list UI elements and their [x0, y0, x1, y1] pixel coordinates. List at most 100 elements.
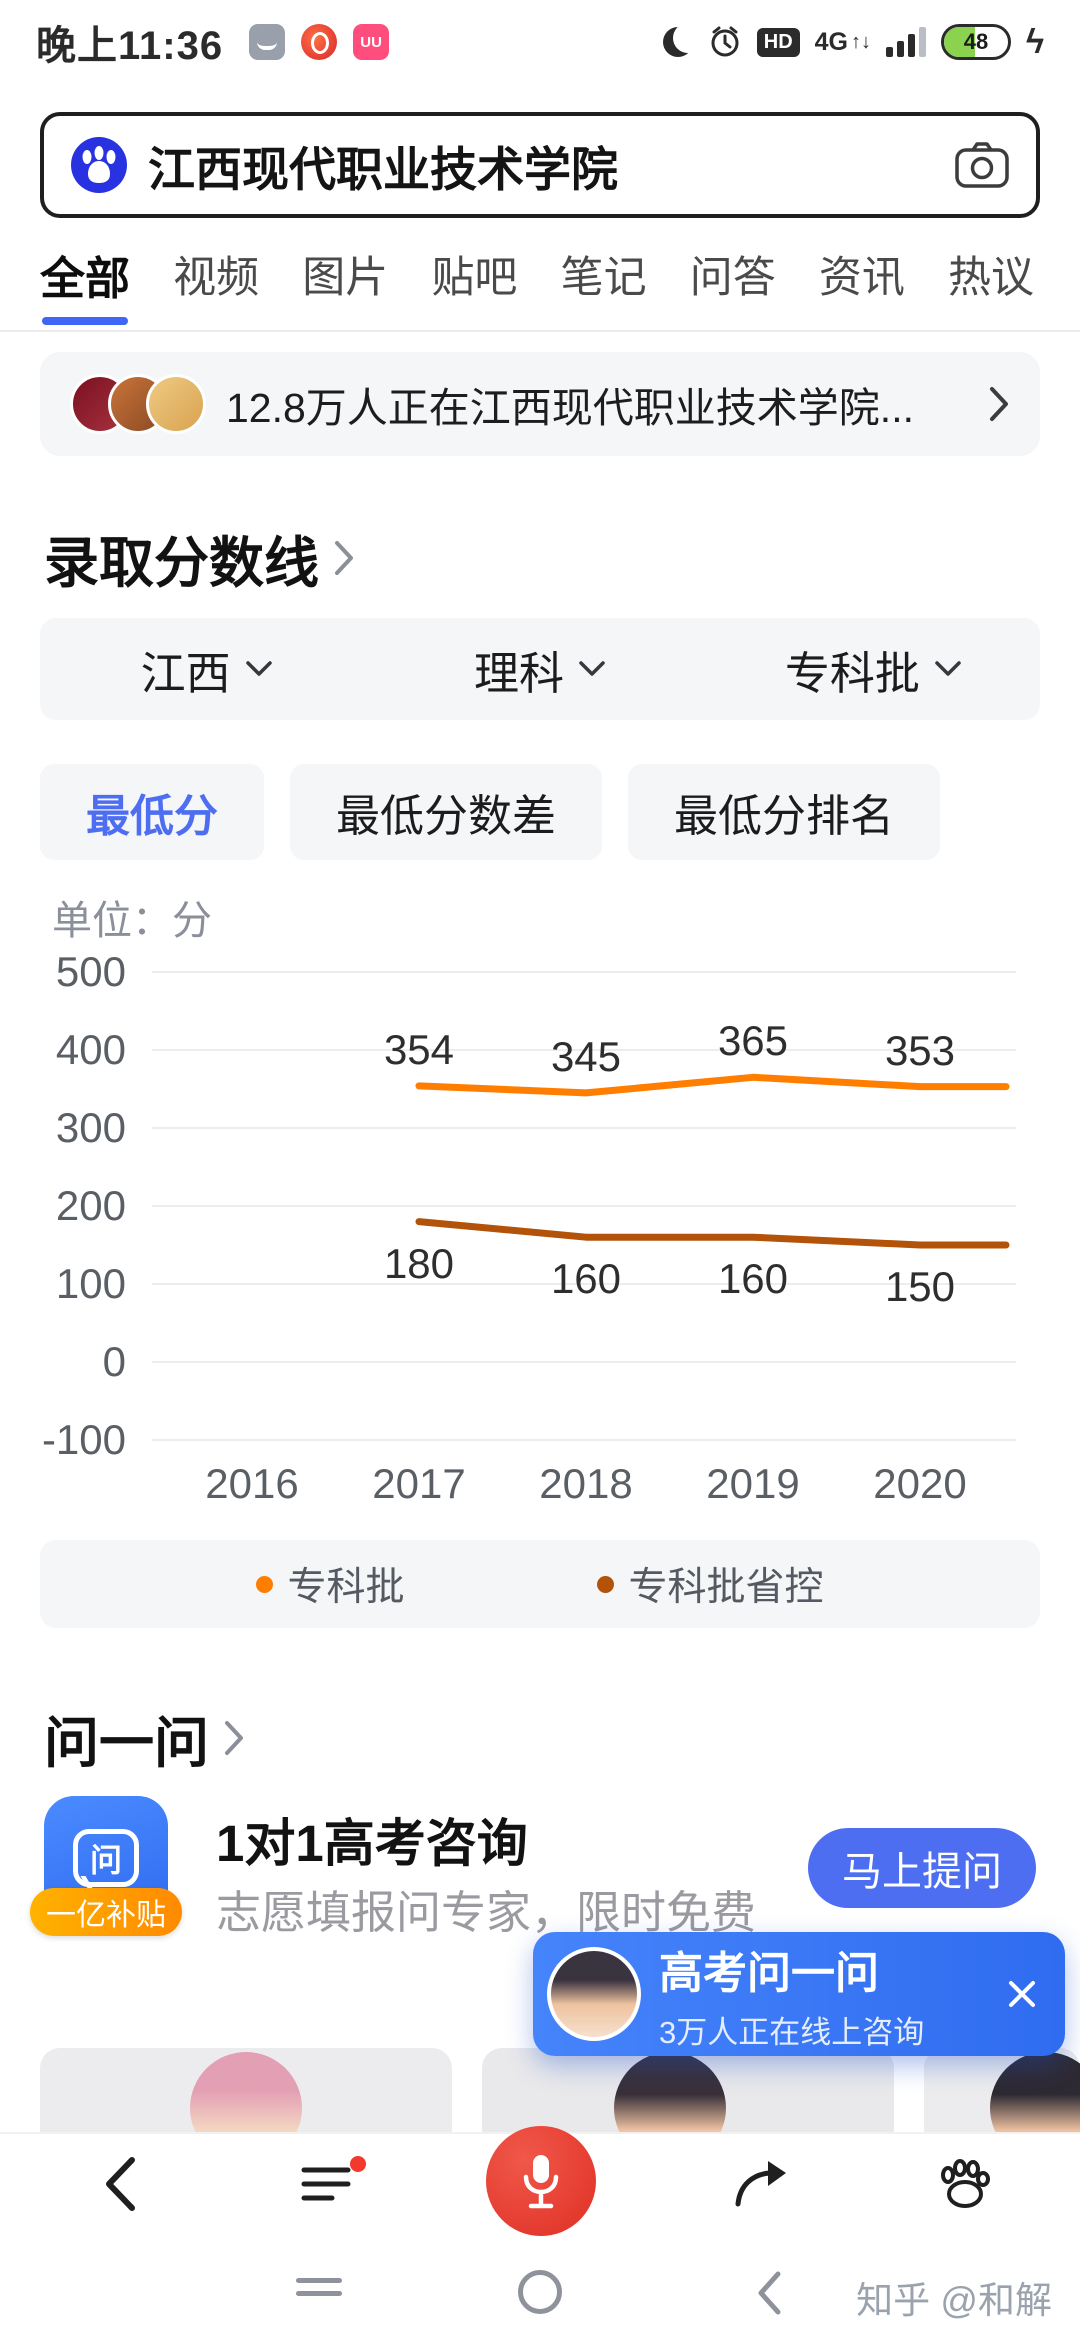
- recents-icon[interactable]: [296, 2270, 342, 2304]
- avatar-stack: [70, 374, 206, 434]
- gridline: [152, 1049, 1016, 1051]
- data-point-label: 150: [884, 1263, 956, 1310]
- x-axis-tick-label: 2019: [706, 1460, 800, 1507]
- alarm-clock-icon: [711, 26, 739, 57]
- status-bar: 晚上11:36 UU HD 4G ↑↓ 48 ϟ: [0, 0, 1080, 84]
- gridline: [152, 1361, 1016, 1363]
- filter-subject-dropdown[interactable]: 理科: [373, 637, 706, 702]
- consultant-avatar: [547, 1947, 641, 2041]
- toggle-min-score-diff[interactable]: 最低分数差: [290, 764, 602, 860]
- feed-menu-icon[interactable]: [280, 2134, 380, 2234]
- chart-lines: [415, 1073, 1010, 1249]
- watermark: 知乎 @和解: [856, 2280, 1052, 2321]
- avatar: [146, 374, 206, 434]
- system-nav-bar: [0, 2234, 1080, 2340]
- ask-section-header[interactable]: 问一问: [44, 1698, 245, 1778]
- crowd-banner[interactable]: 12.8万人正在江西现代职业技术学院...: [40, 352, 1040, 456]
- baidu-paw-icon[interactable]: [915, 2134, 1015, 2234]
- result-tabs: 全部 视频 图片 贴吧 笔记 问答 资讯 热议: [0, 240, 1080, 325]
- voice-search-button[interactable]: [486, 2126, 596, 2236]
- battery-percent: 48: [963, 29, 989, 54]
- app-notification-icon-2: [301, 24, 338, 60]
- y-axis-tick-label: 400: [55, 1026, 126, 1073]
- legend-item-batch: 专科批: [256, 1556, 405, 1612]
- score-section-header[interactable]: 录取分数线: [44, 518, 355, 598]
- tab-tieba[interactable]: 贴吧: [431, 254, 518, 302]
- gridline: [152, 1283, 1016, 1285]
- gridline: [152, 971, 1016, 973]
- legend-dot: [256, 1575, 274, 1593]
- system-back-icon[interactable]: [756, 2270, 782, 2321]
- x-axis-tick-label: 2017: [372, 1460, 466, 1507]
- gridline: [152, 1205, 1016, 1207]
- battery-icon: 48: [941, 24, 1011, 60]
- y-axis-tick-label: 500: [55, 948, 126, 995]
- app-notification-icon-3: UU: [353, 24, 390, 60]
- chevron-down-icon: [579, 661, 605, 676]
- expert-card[interactable]: [924, 2048, 1080, 2132]
- mic-icon: [523, 2155, 559, 2209]
- gridline: [152, 1127, 1016, 1129]
- section-title-text: 录取分数线: [44, 532, 320, 594]
- filter-bar: 江西 理科 专科批: [40, 618, 1040, 720]
- expert-avatar: [990, 2052, 1080, 2132]
- data-point-label: 354: [383, 1025, 455, 1073]
- x-axis-tick-label: 2018: [539, 1460, 633, 1507]
- data-point-label: 345: [550, 1032, 622, 1080]
- ask-now-button[interactable]: 马上提问: [808, 1828, 1036, 1908]
- ask-card-subtitle: 志愿填报问专家，限时免费: [216, 1887, 757, 1938]
- notification-dot: [350, 2156, 366, 2172]
- crowd-banner-text: 12.8万人正在江西现代职业技术学院...: [226, 385, 914, 431]
- toggle-min-score-rank[interactable]: 最低分排名: [628, 764, 940, 860]
- chevron-right-icon: [225, 1721, 244, 1755]
- tab-images[interactable]: 图片: [302, 254, 389, 302]
- gridline: [152, 1439, 1016, 1441]
- tab-qa[interactable]: 问答: [689, 254, 776, 302]
- y-axis-tick-label: 0: [102, 1338, 126, 1385]
- home-icon[interactable]: [518, 2270, 562, 2314]
- expert-photo-cards: [0, 2048, 1080, 2132]
- filter-batch-dropdown[interactable]: 专科批: [707, 637, 1040, 702]
- divider: [0, 330, 1080, 332]
- filter-province-dropdown[interactable]: 江西: [40, 637, 373, 702]
- hd-voice-icon: HD: [756, 27, 800, 57]
- y-axis-tick-label: -100: [41, 1416, 126, 1463]
- moon-dnd-icon: [663, 27, 693, 57]
- chart-legend: 专科批 专科批省控: [40, 1540, 1040, 1628]
- expert-avatar: [190, 2052, 302, 2132]
- search-box[interactable]: 江西现代职业技术学院: [40, 112, 1040, 218]
- camera-search-icon[interactable]: [954, 141, 1010, 189]
- back-button[interactable]: [70, 2134, 170, 2234]
- x-axis-tick-label: 2020: [873, 1460, 967, 1507]
- score-line-chart: 500 400 300 200 100 0 -100 2016 2017 2018 2019 2020…: [0, 948, 1080, 1528]
- x-axis-tick-label: 2016: [205, 1460, 299, 1507]
- metric-toggle-row: 最低分 最低分数差 最低分排名: [40, 764, 1040, 860]
- charging-bolt-icon: ϟ: [1026, 23, 1044, 61]
- data-point-label: 160: [717, 1255, 789, 1303]
- legend-item-provincial: 专科批省控: [597, 1556, 824, 1612]
- tab-hot[interactable]: 热议: [948, 254, 1034, 302]
- y-axis-tick-label: 300: [55, 1104, 126, 1151]
- close-icon[interactable]: [1005, 1977, 1039, 2011]
- chevron-down-icon: [245, 661, 272, 676]
- gaokao-ask-float-banner[interactable]: 高考问一问 3万人正在线上咨询: [533, 1932, 1065, 2056]
- toggle-min-score[interactable]: 最低分: [40, 764, 264, 860]
- ask-bubble-icon: 问: [73, 1829, 139, 1887]
- search-input[interactable]: 江西现代职业技术学院: [148, 142, 618, 196]
- expert-card[interactable]: [40, 2048, 452, 2132]
- tab-video[interactable]: 视频: [173, 254, 260, 302]
- tab-news[interactable]: 资讯: [818, 254, 905, 302]
- chart-unit-label: 单位：分: [52, 899, 212, 943]
- chevron-right-icon[interactable]: [988, 386, 1010, 422]
- float-banner-title: 高考问一问: [659, 1948, 879, 1998]
- tab-notes[interactable]: 笔记: [560, 254, 647, 302]
- expert-avatar: [614, 2052, 726, 2132]
- app-notification-icon-1: [249, 24, 286, 60]
- y-axis-tick-label: 100: [55, 1260, 126, 1307]
- tab-all[interactable]: 全部: [40, 242, 130, 325]
- data-point-label: 353: [884, 1026, 956, 1074]
- share-icon[interactable]: [710, 2134, 810, 2234]
- expert-card[interactable]: [482, 2048, 894, 2132]
- chevron-right-icon: [335, 541, 354, 575]
